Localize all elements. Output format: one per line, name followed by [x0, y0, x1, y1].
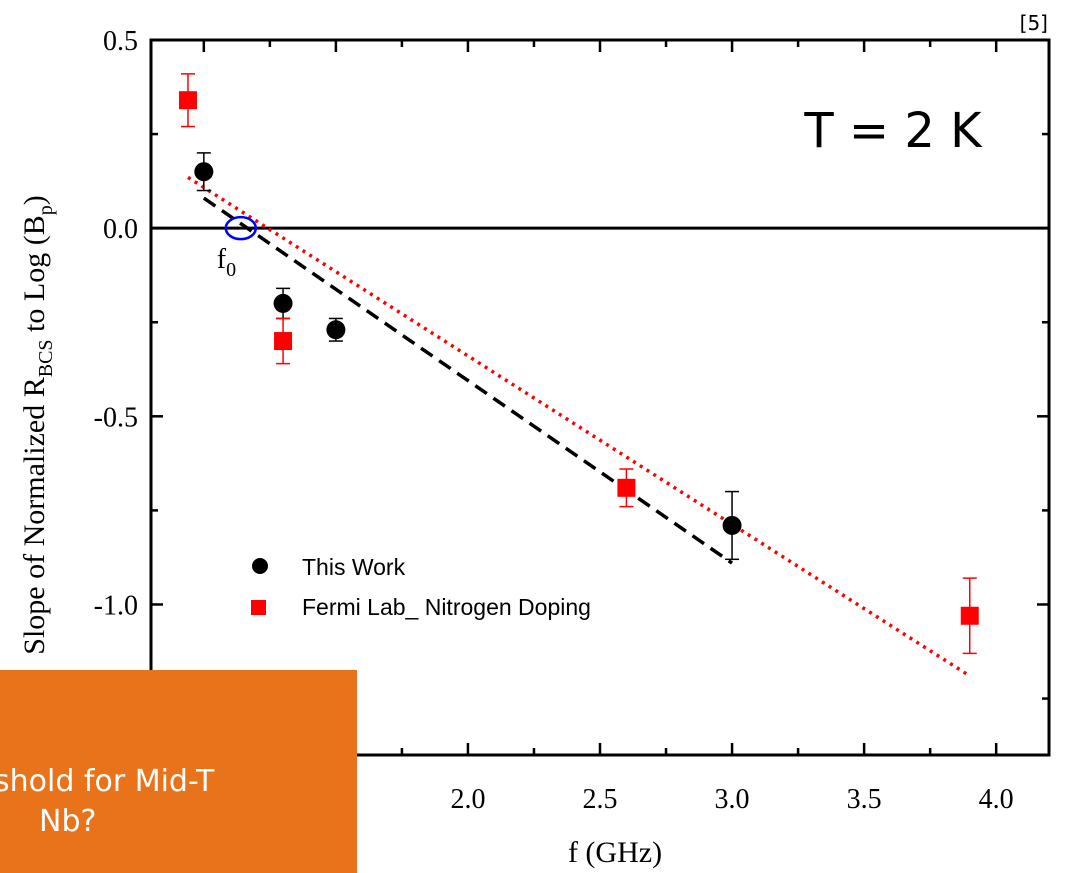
y-tick-label: -0.5: [94, 402, 138, 433]
data-points: [178, 91, 979, 625]
y-axis-title-sub-bcs: BCS: [35, 339, 57, 377]
x-tick-label: 4.0: [979, 784, 1014, 815]
x-tick-label: 3.5: [847, 784, 882, 815]
legend-marker-this-work: [252, 558, 268, 574]
y-axis-title-part-1: Slope of Normalized R: [18, 377, 51, 654]
y-axis-title-sub-p: p: [35, 205, 57, 215]
point-this-work: [194, 162, 214, 182]
point-fermi-lab: [274, 332, 293, 351]
y-axis-title-part-3: ): [18, 195, 51, 205]
point-this-work: [273, 293, 293, 313]
fit-lines: [187, 175, 971, 678]
point-fermi-lab: [617, 478, 636, 497]
point-fermi-lab: [178, 91, 197, 110]
error-bars: [180, 73, 977, 655]
x-tick-label: 2.5: [583, 784, 618, 815]
crossing-label-main: f: [217, 244, 227, 275]
y-axis-ticks: 0.5 0.0 -0.5 -1.0: [94, 26, 1049, 700]
point-this-work: [722, 515, 742, 535]
temperature-annotation: T = 2 K: [803, 103, 983, 159]
y-tick-label: -1.0: [94, 590, 138, 621]
crossing-label-sub: 0: [226, 259, 236, 281]
overlay-text-line-2: Nb?: [39, 804, 97, 839]
reference-tag: [5]: [1020, 11, 1048, 35]
point-fermi-lab: [960, 606, 979, 625]
fit-line-fermi-lab: [187, 175, 971, 678]
point-this-work: [326, 320, 346, 340]
x-axis-title: f (GHz): [568, 836, 662, 869]
legend-label-fermi-lab: Fermi Lab_ Nitrogen Doping: [302, 594, 591, 620]
legend: This Work Fermi Lab_ Nitrogen Doping: [251, 554, 591, 620]
y-axis-title-part-2: to Log (B: [18, 215, 51, 339]
y-tick-label: 0.5: [103, 26, 138, 57]
crossing-label: f0: [217, 244, 236, 281]
fit-line-this-work: [202, 196, 734, 565]
y-tick-label: 0.0: [103, 214, 138, 245]
x-tick-label: 2.0: [450, 784, 485, 815]
title-overlay-box: shold for Mid-T Nb?: [0, 670, 357, 873]
crossing-marker: f0: [217, 215, 258, 281]
overlay-text-line-1: shold for Mid-T: [0, 764, 215, 799]
x-tick-label: 3.0: [715, 784, 750, 815]
legend-label-this-work: This Work: [302, 554, 406, 580]
y-axis-title: Slope of Normalized RBCS to Log (Bp): [18, 195, 57, 654]
legend-marker-fermi-lab: [251, 600, 266, 615]
crossing-circle: [224, 215, 258, 241]
